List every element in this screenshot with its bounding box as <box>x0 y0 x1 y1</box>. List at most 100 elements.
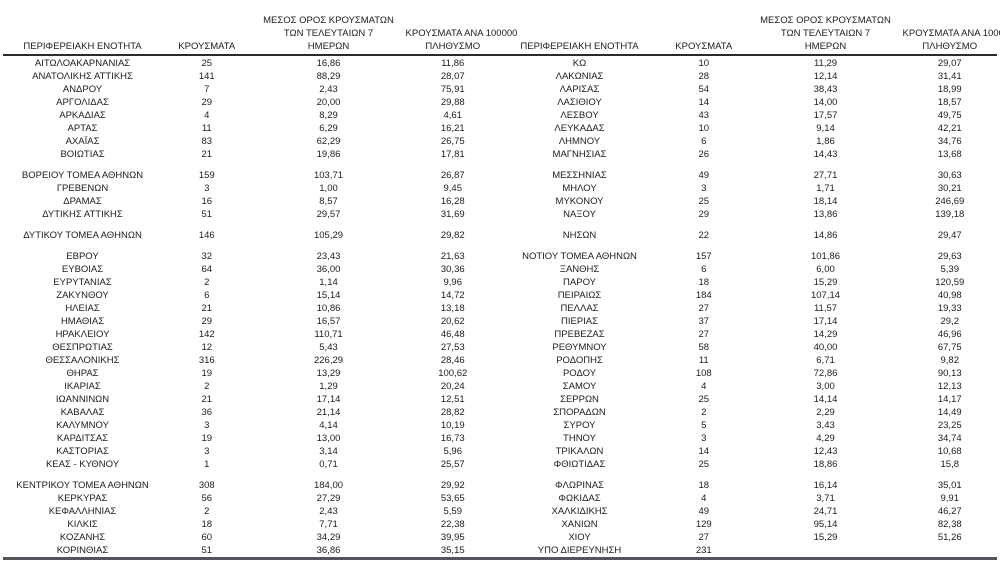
cases-per-100k-cell: 28,46 <box>440 355 465 366</box>
table-row: ΛΑΡΙΣΑΣ 54 38,43 18,99 <box>500 83 997 96</box>
cases-per-100k-cell <box>903 544 997 557</box>
region-cell: ΚΙΛΚΙΣ <box>67 519 98 530</box>
cases-per-100k-cell: 16,21 <box>440 123 465 134</box>
avg-cases-7d-cell: 16,86 <box>316 58 341 69</box>
table-row: ΔΥΤΙΚΟΥ ΤΟΜΕΑ ΑΘΗΝΩΝ 146 105,29 29,82 <box>3 229 500 242</box>
region-cell: ΚΕΑΣ - ΚΥΘΝΟΥ <box>45 459 120 470</box>
avg-cases-7d-cell: 20,00 <box>316 97 341 108</box>
cases-cell: 146 <box>198 230 215 241</box>
avg-cases-7d-cell: 226,29 <box>313 355 344 366</box>
region-cell: ΔΥΤΙΚΟΥ ΤΟΜΕΑ ΑΘΗΝΩΝ <box>23 230 142 241</box>
cases-per-100k-cell: 31,41 <box>937 71 962 82</box>
region-cell: ΕΥΡΥΤΑΝΙΑΣ <box>53 277 112 288</box>
table-row: ΙΚΑΡΙΑΣ 2 1,29 20,24 <box>3 380 500 393</box>
region-cell: ΥΠΟ ΔΙΕΡΕΥΝΗΣΗ <box>537 545 622 556</box>
cases-cell: 2 <box>701 407 707 418</box>
region-cell: ΙΩΑΝΝΙΝΩΝ <box>55 394 110 405</box>
region-cell: ΣΕΡΡΩΝ <box>560 394 599 405</box>
cases-cell: 43 <box>698 110 710 121</box>
cases-per-100k-cell: 82,38 <box>937 519 962 530</box>
row-group: ΦΛΩΡΙΝΑΣ 18 16,14 35,01 ΦΩΚΙΔΑΣ 4 3,71 9,91 ΧΑΛΚ… <box>500 479 997 557</box>
cases-per-100k-cell: 26,87 <box>440 170 465 181</box>
avg-7d-header-line3: ΗΜΕΡΩΝ <box>307 41 350 52</box>
cases-cell: 36 <box>201 407 213 418</box>
avg-cases-7d-cell: 11,29 <box>813 58 838 69</box>
cases-cell: 4 <box>701 493 707 504</box>
cases-per-100k-cell: 29,92 <box>440 480 465 491</box>
region-cell: ΞΑΝΘΗΣ <box>559 264 600 275</box>
avg-cases-7d-cell: 16,57 <box>316 316 341 327</box>
cases-cell: 10 <box>698 123 710 134</box>
avg-cases-7d-cell: 14,86 <box>813 230 838 241</box>
cases-cell: 18 <box>201 519 213 530</box>
avg-cases-7d-cell: 14,14 <box>813 394 838 405</box>
right-table-header: ΜΕΣΟΣ ΟΡΟΣ ΚΡΟΥΣΜΑΤΩΝ ΤΩΝ ΤΕΛΕΥΤΑΙΩΝ 7 Κ… <box>500 14 1000 56</box>
avg-cases-7d-cell: 16,14 <box>813 480 838 491</box>
table-row: ΗΛΕΙΑΣ 21 10,86 13,18 <box>3 302 500 315</box>
region-cell: ΔΥΤΙΚΗΣ ΑΤΤΙΚΗΣ <box>42 209 123 220</box>
cases-cell: 2 <box>204 506 210 517</box>
table-row: ΑΙΤΩΛΟΑΚΑΡΝΑΝΙΑΣ 25 16,86 11,86 <box>3 57 500 70</box>
region-cell: ΚΕΡΚΥΡΑΣ <box>57 493 108 504</box>
cases-per-100k-cell: 5,59 <box>443 506 463 517</box>
avg-cases-7d-cell: 23,43 <box>316 251 341 262</box>
cases-cell: 28 <box>698 71 710 82</box>
avg-cases-7d-cell: 62,29 <box>316 136 341 147</box>
cases-cell: 129 <box>695 519 712 530</box>
cases-cell: 29 <box>201 97 213 108</box>
avg-cases-7d-cell: 2,29 <box>816 407 835 418</box>
cases-cell: 29 <box>201 316 213 327</box>
avg-cases-7d-cell: 29,57 <box>316 209 341 220</box>
cases-cell: 231 <box>695 545 712 556</box>
table-row: ΑΝΑΤΟΛΙΚΗΣ ΑΤΤΙΚΗΣ 141 88,29 28,07 <box>3 70 500 83</box>
region-cell: ΚΟΡΙΝΘΙΑΣ <box>56 545 109 556</box>
cases-per-100k-cell: 9,82 <box>940 355 960 366</box>
avg-cases-7d-cell: 6,00 <box>816 264 835 275</box>
cases-cell: 5 <box>701 420 707 431</box>
region-cell: ΑΝΑΤΟΛΙΚΗΣ ΑΤΤΙΚΗΣ <box>32 71 133 82</box>
cases-cell: 108 <box>695 368 712 379</box>
cases-per-100k-cell: 18,99 <box>937 84 962 95</box>
cases-per-100k-cell: 30,63 <box>937 170 962 181</box>
table-row: ΦΩΚΙΔΑΣ 4 3,71 9,91 <box>500 492 997 505</box>
table-row: ΧΑΝΙΩΝ 129 95,14 82,38 <box>500 518 997 531</box>
table-row: ΘΕΣΠΡΩΤΙΑΣ 12 5,43 27,53 <box>3 341 500 354</box>
table-row: ΛΗΜΝΟΥ 6 1,86 34,76 <box>500 135 997 148</box>
region-cell: ΚΑΡΔΙΤΣΑΣ <box>56 433 109 444</box>
cases-per-100k-cell: 28,07 <box>440 71 465 82</box>
region-column-header: ΠΕΡΙΦΕΡΕΙΑΚΗ ΕΝΟΤΗΤΑ <box>520 41 639 52</box>
table-row: ΜΗΛΟΥ 3 1,71 30,21 <box>500 182 997 195</box>
region-cell: ΧΑΝΙΩΝ <box>561 519 598 530</box>
region-cell: ΗΡΑΚΛΕΙΟΥ <box>55 329 110 340</box>
table-row: ΕΒΡΟΥ 32 23,43 21,63 <box>3 250 500 263</box>
region-cell: ΝΑΞΟΥ <box>563 209 596 220</box>
region-cell: ΛΗΜΝΟΥ <box>558 136 601 147</box>
avg-cases-7d-cell: 95,14 <box>813 519 838 530</box>
cases-per-100k-cell: 25,57 <box>440 459 465 470</box>
avg-cases-7d-cell: 24,71 <box>813 506 838 517</box>
table-row: ΣΥΡΟΥ 5 3,43 23,25 <box>500 419 997 432</box>
avg-cases-7d-cell: 3,14 <box>319 446 338 457</box>
avg-cases-7d-cell: 13,86 <box>813 209 838 220</box>
region-cell: ΕΥΒΟΙΑΣ <box>61 264 104 275</box>
cases-per-100k-cell: 46,48 <box>440 329 465 340</box>
cases-per-100k-cell: 28,82 <box>440 407 465 418</box>
avg-7d-header-line2: ΤΩΝ ΤΕΛΕΥΤΑΙΩΝ 7 <box>283 28 374 39</box>
table-row: ΕΥΡΥΤΑΝΙΑΣ 2 1,14 9,96 <box>3 276 500 289</box>
cases-per-100k-cell: 14,72 <box>440 290 465 301</box>
cases-cell: 49 <box>698 506 710 517</box>
avg-cases-7d-cell: 4,29 <box>816 433 835 444</box>
table-row: ΚΩ 10 11,29 29,07 <box>500 57 997 70</box>
avg-cases-7d-cell: 72,86 <box>813 368 838 379</box>
table-row: ΗΜΑΘΙΑΣ 29 16,57 20,62 <box>3 315 500 328</box>
per-100k-header-line2: ΠΛΗΘΥΣΜΟ <box>425 41 481 52</box>
cases-cell: 29 <box>698 209 710 220</box>
table-row: ΠΕΛΛΑΣ 27 11,57 19,33 <box>500 302 997 315</box>
cases-cell: 3 <box>701 183 707 194</box>
table-row: ΑΝΔΡΟΥ 7 2,43 75,91 <box>3 83 500 96</box>
right-table-body: ΚΩ 10 11,29 29,07 ΛΑΚΩΝΙΑΣ 28 12,14 31,41 ΛΑΡΙΣΑ… <box>500 56 997 557</box>
row-group: ΚΕΝΤΡΙΚΟΥ ΤΟΜΕΑ ΑΘΗΝΩΝ 308 184,00 29,92 ΚΕΡΚ… <box>3 479 500 557</box>
table-row: ΚΟΖΑΝΗΣ 60 34,29 39,95 <box>3 531 500 544</box>
table-row: ΝΟΤΙΟΥ ΤΟΜΕΑ ΑΘΗΝΩΝ 157 101,86 29,63 <box>500 250 997 263</box>
cases-cell: 27 <box>698 303 710 314</box>
